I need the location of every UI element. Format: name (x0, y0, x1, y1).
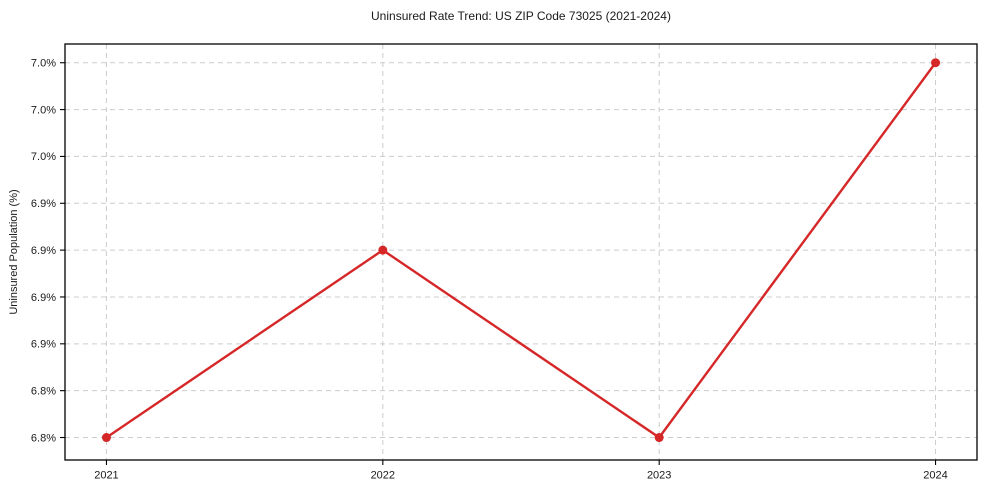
x-tick-label: 2023 (647, 470, 671, 482)
y-tick-label: 6.9% (31, 245, 56, 257)
x-tick-label: 2021 (94, 470, 118, 482)
chart-title: Uninsured Rate Trend: US ZIP Code 73025 … (371, 9, 671, 23)
y-tick-label: 7.0% (31, 104, 56, 116)
data-point (378, 245, 388, 255)
y-tick-label: 6.8% (31, 432, 56, 444)
trend-line (105, 61, 937, 439)
y-tick-label: 6.9% (31, 339, 56, 351)
data-point (101, 433, 111, 443)
y-tick-label: 7.0% (31, 151, 56, 163)
y-tick-label: 6.9% (31, 198, 56, 210)
y-tick-label: 7.0% (31, 58, 56, 70)
data-point (931, 58, 941, 68)
x-tick-label: 2024 (923, 470, 947, 482)
y-tick-label: 6.8% (31, 385, 56, 397)
y-tick-label: 6.9% (31, 292, 56, 304)
x-tick-label: 2022 (371, 470, 395, 482)
plot-border (64, 43, 978, 461)
data-point (654, 433, 664, 443)
